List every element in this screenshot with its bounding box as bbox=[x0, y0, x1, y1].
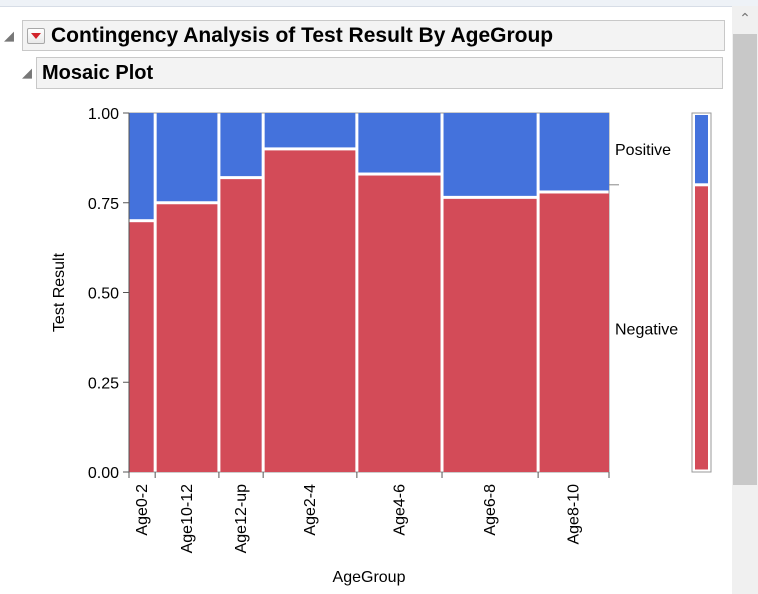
section-header[interactable]: Mosaic Plot bbox=[36, 57, 723, 89]
mosaic-cell-positive bbox=[358, 113, 441, 173]
mosaic-cell-negative bbox=[129, 222, 154, 472]
y-tick-label: 0.25 bbox=[88, 375, 119, 392]
disclosure-triangle-icon[interactable]: ◢ bbox=[4, 28, 14, 43]
mosaic-cell-positive bbox=[129, 113, 154, 220]
mosaic-cell-positive bbox=[156, 113, 218, 202]
y-tick-label: 0.00 bbox=[88, 465, 119, 482]
y-tick-label: 1.00 bbox=[88, 106, 119, 123]
x-tick-label: Age12-up bbox=[233, 484, 250, 553]
x-tick-label: Age6-8 bbox=[482, 484, 499, 536]
window-top-edge bbox=[0, 0, 758, 7]
mosaic-cell-negative bbox=[220, 179, 262, 472]
disclosure-triangle-icon[interactable]: ◢ bbox=[22, 65, 32, 80]
section-title: Mosaic Plot bbox=[42, 61, 154, 84]
x-tick-label: Age0-2 bbox=[134, 484, 151, 536]
mosaic-cell-negative bbox=[358, 175, 441, 472]
y-tick-label: 0.75 bbox=[88, 196, 119, 213]
scrollbar-thumb[interactable] bbox=[733, 34, 757, 485]
y-axis-title: Test Result bbox=[51, 252, 68, 332]
red-triangle-menu-icon[interactable] bbox=[27, 27, 45, 44]
mosaic-cell-negative bbox=[156, 204, 218, 472]
mosaic-cell-positive bbox=[443, 113, 537, 196]
mosaic-cell-negative bbox=[539, 193, 609, 473]
chevron-up-icon[interactable]: ⌃ bbox=[739, 10, 751, 26]
x-tick-label: Age8-10 bbox=[566, 484, 583, 545]
level-label-positive: Positive bbox=[615, 142, 671, 159]
marginal-bar-positive bbox=[695, 115, 708, 184]
report-title: Contingency Analysis of Test Result By A… bbox=[51, 23, 554, 47]
level-label-negative: Negative bbox=[615, 321, 678, 338]
y-tick-label: 0.50 bbox=[88, 286, 119, 303]
mosaic-cell-positive bbox=[539, 113, 609, 191]
mosaic-cell-positive bbox=[220, 113, 262, 177]
x-tick-label: Age10-12 bbox=[179, 484, 196, 553]
x-axis-title: AgeGroup bbox=[333, 569, 406, 586]
report-header[interactable]: Contingency Analysis of Test Result By A… bbox=[22, 20, 725, 51]
marginal-bar-negative bbox=[695, 186, 708, 470]
x-tick-label: Age2-4 bbox=[302, 484, 319, 536]
mosaic-cell-negative bbox=[264, 150, 356, 472]
mosaic-cell-negative bbox=[443, 198, 537, 473]
x-tick-label: Age4-6 bbox=[391, 484, 408, 536]
mosaic-cell-positive bbox=[264, 113, 356, 148]
